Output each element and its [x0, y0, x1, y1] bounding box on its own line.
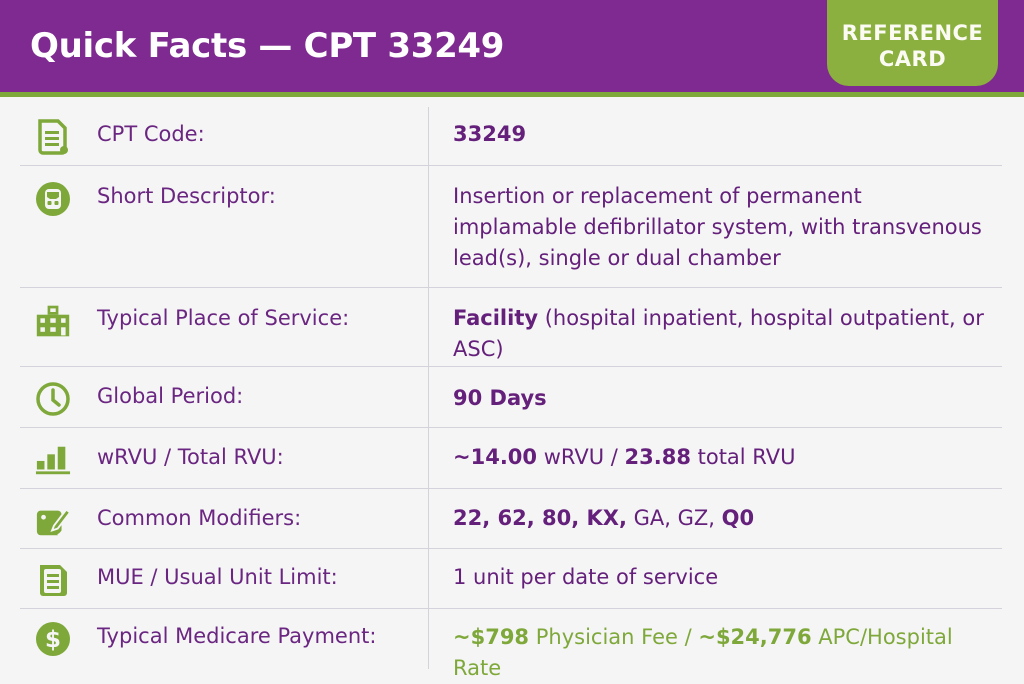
row-label: CPT Code:	[97, 122, 205, 146]
place-of-service-bold: Facility	[453, 306, 539, 330]
row-short-descriptor: Short Descriptor: Insertion or replaceme…	[20, 166, 1002, 288]
row-label: Global Period:	[97, 384, 244, 408]
page-title: Quick Facts — CPT 33249	[30, 26, 505, 66]
reference-card-badge: REFERENCE CARD	[827, 0, 998, 86]
wrvu-label: wRVU /	[537, 445, 625, 469]
mue-value: 1 unit per date of service	[453, 565, 719, 589]
device-icon	[35, 181, 71, 217]
modifiers-bold: 22, 62, 80, KX,	[453, 506, 627, 530]
row-place-of-service: Typical Place of Service: Facility (hosp…	[20, 288, 1002, 367]
global-period-value: 90 Days	[453, 386, 547, 410]
row-label: Typical Medicare Payment:	[97, 624, 377, 648]
row-cpt-code: CPT Code: 33249	[20, 107, 1002, 166]
list-document-icon	[35, 562, 71, 598]
cpt-code-value: 33249	[453, 122, 527, 146]
building-icon	[35, 303, 71, 339]
wrvu-value: ~14.00	[453, 445, 538, 469]
document-icon	[35, 119, 71, 155]
clock-icon	[35, 381, 71, 417]
row-global-period: Global Period: 90 Days	[20, 367, 1002, 428]
row-label: wRVU / Total RVU:	[97, 445, 284, 469]
modifier-edit-icon	[35, 503, 71, 539]
row-common-modifiers: Common Modifiers: 22, 62, 80, KX, GA, GZ…	[20, 489, 1002, 549]
total-rvu-label: total RVU	[690, 445, 796, 469]
header-bar: Quick Facts — CPT 33249 REFERENCE CARD	[0, 0, 1024, 97]
row-mue: MUE / Usual Unit Limit: 1 unit per date …	[20, 549, 1002, 609]
badge-line-1: REFERENCE	[841, 21, 984, 45]
svg-text:$: $	[45, 627, 61, 653]
dollar-icon: $	[35, 621, 71, 657]
row-rvu: wRVU / Total RVU: ~14.00 wRVU / 23.88 to…	[20, 428, 1002, 489]
row-label: Common Modifiers:	[97, 506, 302, 530]
row-label: Typical Place of Service:	[97, 306, 350, 330]
physician-fee-label: Physician Fee /	[529, 625, 699, 649]
modifiers-regular: GA, GZ,	[626, 506, 722, 530]
row-label: Short Descriptor:	[97, 184, 276, 208]
badge-line-2: CARD	[878, 47, 947, 71]
facts-table: CPT Code: 33249 Short Descriptor: Insert…	[20, 107, 1002, 680]
row-medicare-payment: $ Typical Medicare Payment: ~$798 Physic…	[20, 609, 1002, 680]
modifiers-bold-2: Q0	[721, 506, 755, 530]
physician-fee-value: ~$798	[453, 625, 530, 649]
row-label: MUE / Usual Unit Limit:	[97, 565, 338, 589]
short-descriptor-value: Insertion or replacement of permanent im…	[453, 184, 982, 270]
place-of-service-detail: (hospital inpatient, hospital outpatient…	[453, 306, 984, 361]
bar-chart-icon	[35, 442, 71, 478]
total-rvu-value: 23.88	[624, 445, 691, 469]
hospital-rate-value: ~$24,776	[698, 625, 812, 649]
